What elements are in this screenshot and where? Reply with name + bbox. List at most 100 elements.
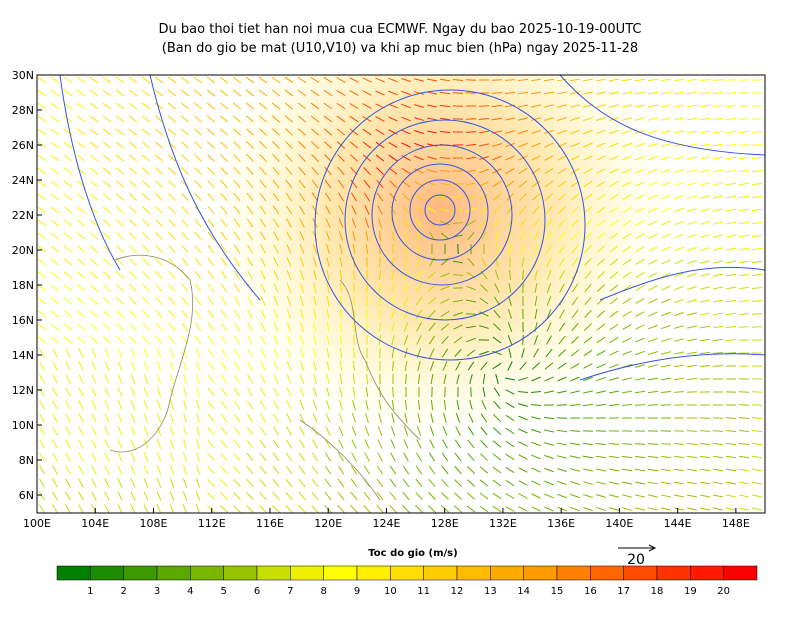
wind-arrow	[479, 106, 489, 107]
colorbar-swatch	[290, 566, 323, 580]
lat-label: 8N	[19, 454, 34, 467]
colorbar-label: 8	[320, 586, 326, 597]
colorbar-label: 20	[717, 586, 730, 597]
colorbar-swatch	[690, 566, 723, 580]
lat-label: 16N	[12, 314, 34, 327]
colorbar-swatch	[324, 566, 357, 580]
lon-label: 108E	[140, 517, 168, 530]
title-line: (Ban do gio be mat (U10,V10) va khi ap m…	[162, 41, 638, 56]
wind-arrow	[367, 322, 368, 332]
colorbar-swatch	[257, 566, 290, 580]
wind-arrow	[726, 80, 736, 81]
wind-arrow	[713, 418, 723, 419]
reference-label: 20	[627, 552, 645, 568]
lat-label: 10N	[12, 419, 34, 432]
colorbar-label: 1	[87, 586, 93, 597]
storm-shading	[37, 75, 765, 513]
lon-label: 148E	[722, 517, 750, 530]
wind-arrow	[583, 431, 593, 432]
colorbar-label: 17	[617, 586, 630, 597]
lat-label: 12N	[12, 384, 34, 397]
wind-arrow	[739, 405, 749, 406]
wind-arrow	[726, 353, 736, 354]
wind-arrow	[700, 379, 710, 380]
colorbar-swatch	[157, 566, 190, 580]
lon-label: 100E	[23, 517, 51, 530]
wind-arrow	[752, 314, 762, 315]
colorbar-label: 12	[451, 586, 464, 597]
colorbar-swatch	[457, 566, 490, 580]
lat-label: 24N	[12, 174, 34, 187]
wind-arrow	[523, 335, 524, 345]
wind-arrow	[752, 119, 762, 120]
lon-label: 136E	[547, 517, 575, 530]
wind-arrow	[453, 106, 463, 107]
colorbar-swatch	[657, 566, 690, 580]
colorbar-label: 10	[384, 586, 397, 597]
colorbar-label: 9	[354, 586, 360, 597]
lat-label: 20N	[12, 244, 34, 257]
colorbar-swatch	[590, 566, 623, 580]
wind-arrow	[713, 366, 723, 367]
lon-label: 132E	[489, 517, 517, 530]
colorbar-label: 19	[684, 586, 697, 597]
colorbar-label: 11	[417, 586, 430, 597]
wind-arrow	[739, 93, 749, 94]
lon-label: 104E	[81, 517, 109, 530]
wind-arrow	[648, 405, 658, 406]
lat-label: 30N	[12, 69, 34, 82]
wind-arrow	[354, 348, 355, 358]
lat-label: 28N	[12, 104, 34, 117]
lat-label: 18N	[12, 279, 34, 292]
colorbar-label: 14	[517, 586, 530, 597]
colorbar-label: 3	[154, 586, 160, 597]
title-line: Du bao thoi tiet han noi mua cua ECMWF. …	[159, 22, 642, 37]
lat-label: 14N	[12, 349, 34, 362]
lon-label: 144E	[664, 517, 692, 530]
colorbar-label: 6	[254, 586, 260, 597]
colorbar-label: 15	[551, 586, 564, 597]
colorbar-swatch	[524, 566, 557, 580]
colorbar-label: 5	[220, 586, 226, 597]
lon-label: 120E	[314, 517, 342, 530]
lon-label: 140E	[605, 517, 633, 530]
colorbar-swatch	[390, 566, 423, 580]
lon-label: 112E	[198, 517, 226, 530]
lon-label: 116E	[256, 517, 284, 530]
map-area	[37, 75, 765, 514]
colorbar-swatch	[490, 566, 523, 580]
wind-arrow	[739, 106, 749, 107]
colorbar-label: 2	[120, 586, 126, 597]
colorbar-label: 7	[287, 586, 293, 597]
colorbar-label: 13	[484, 586, 497, 597]
reference-vector: 20	[618, 545, 655, 568]
wind-arrow	[752, 392, 762, 393]
colorbar-swatch	[357, 566, 390, 580]
colorbar-title: Toc do gio (m/s)	[368, 548, 457, 559]
lon-label: 124E	[372, 517, 400, 530]
colorbar-swatch	[90, 566, 123, 580]
colorbar-swatch	[57, 566, 90, 580]
wind-arrow	[393, 387, 394, 397]
wind-arrow	[367, 283, 368, 293]
colorbar-swatch	[424, 566, 457, 580]
colorbar-label: 16	[584, 586, 597, 597]
colorbar-swatch	[124, 566, 157, 580]
lat-label: 22N	[12, 209, 34, 222]
colorbar-swatch	[724, 566, 757, 580]
colorbar-swatch	[224, 566, 257, 580]
wind-arrow	[739, 340, 749, 341]
lat-label: 26N	[12, 139, 34, 152]
colorbar-label: 18	[651, 586, 664, 597]
wind-arrow	[380, 257, 381, 267]
lon-label: 128E	[431, 517, 459, 530]
wind-arrow	[687, 431, 697, 432]
colorbar-swatch	[624, 566, 657, 580]
colorbar-label: 4	[187, 586, 193, 597]
colorbar-swatch	[190, 566, 223, 580]
colorbar-swatch	[557, 566, 590, 580]
lat-label: 6N	[19, 489, 34, 502]
wind-arrow	[674, 431, 684, 432]
